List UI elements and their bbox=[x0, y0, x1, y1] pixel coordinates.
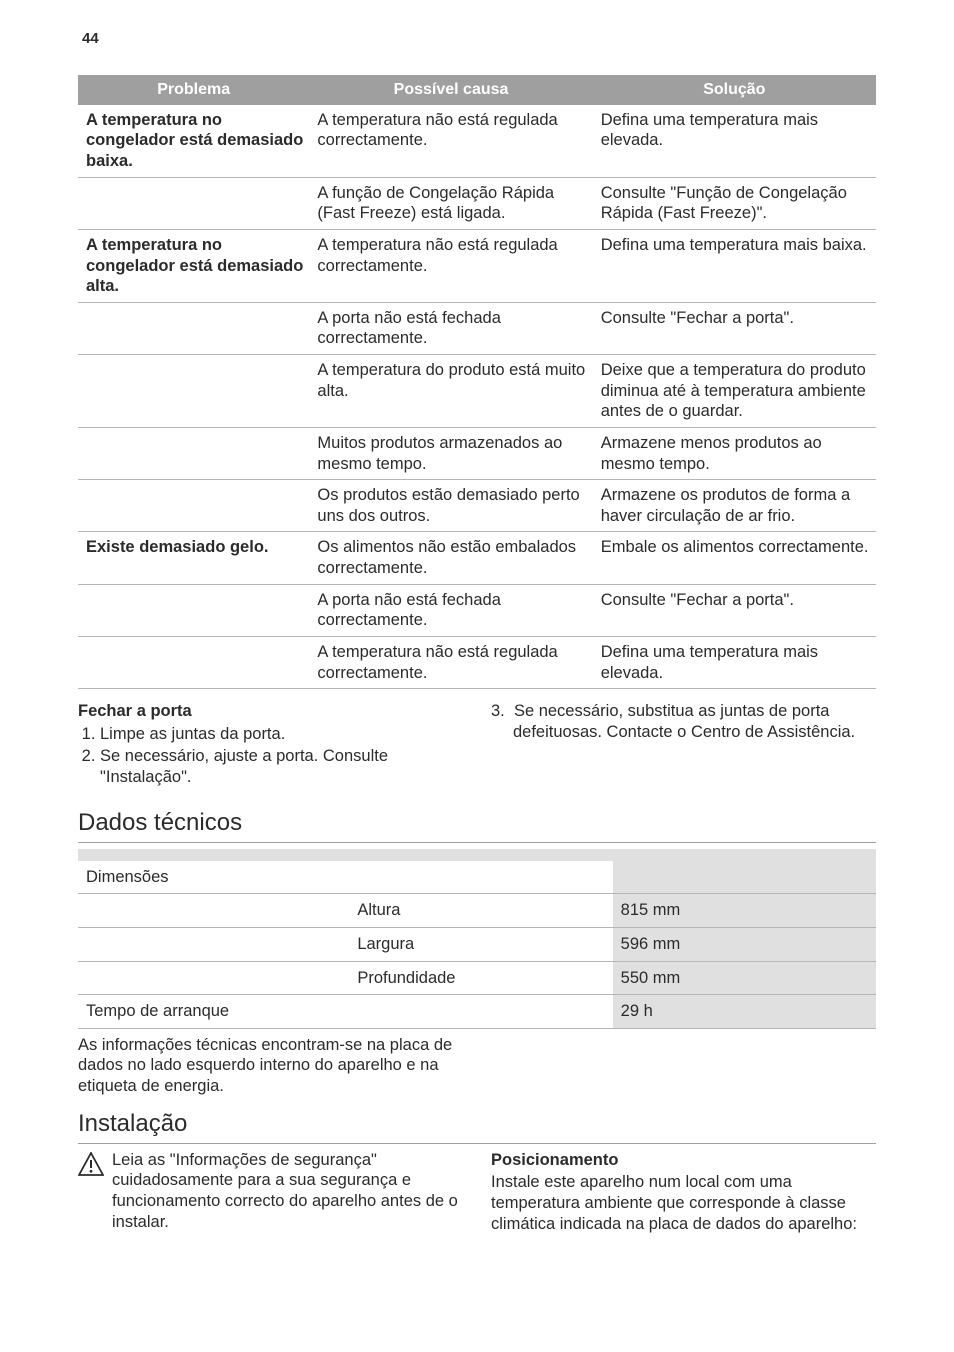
problem-cell bbox=[78, 355, 309, 428]
cause-cell: Os alimentos não estão embalados correct… bbox=[309, 532, 592, 584]
table-row: A temperatura não está regulada correcta… bbox=[78, 636, 876, 688]
table-row: Profundidade 550 mm bbox=[78, 961, 876, 995]
solution-cell: Armazene menos produtos ao mesmo tempo. bbox=[593, 427, 876, 479]
table-header-row: Problema Possível causa Solução bbox=[78, 75, 876, 105]
positioning-title: Posicionamento bbox=[491, 1150, 876, 1171]
list-item: Se necessário, ajuste a porta. Consulte … bbox=[100, 746, 463, 787]
list-number: 3. bbox=[491, 702, 505, 720]
table-row: Muitos produtos armazenados ao mesmo tem… bbox=[78, 427, 876, 479]
cause-cell: A temperatura do produto está muito alta… bbox=[309, 355, 592, 428]
problem-cell bbox=[78, 636, 309, 688]
dimensions-label: Dimensões bbox=[78, 861, 349, 894]
cause-cell: Os produtos estão demasiado perto uns do… bbox=[309, 480, 592, 532]
cause-cell: A função de Congelação Rápida (Fast Free… bbox=[309, 177, 592, 229]
list-item: 3. Se necessário, substitua as juntas de… bbox=[491, 701, 876, 742]
table-row: A porta não está fechada correctamente.C… bbox=[78, 302, 876, 354]
depth-label: Profundidade bbox=[349, 961, 612, 995]
close-door-steps-left: Limpe as juntas da porta. Se necessário,… bbox=[78, 724, 463, 788]
problem-cell bbox=[78, 480, 309, 532]
table-row: Existe demasiado gelo.Os alimentos não e… bbox=[78, 532, 876, 584]
table-row: A função de Congelação Rápida (Fast Free… bbox=[78, 177, 876, 229]
cause-cell: A temperatura não está regulada correcta… bbox=[309, 105, 592, 177]
problem-cell bbox=[78, 177, 309, 229]
table-row: A temperatura no congelador está demasia… bbox=[78, 229, 876, 302]
depth-value: 550 mm bbox=[613, 961, 876, 995]
height-value: 815 mm bbox=[613, 894, 876, 928]
solution-cell: Consulte "Fechar a porta". bbox=[593, 584, 876, 636]
solution-cell: Consulte "Fechar a porta". bbox=[593, 302, 876, 354]
table-row: Tempo de arranque 29 h bbox=[78, 995, 876, 1029]
section-divider bbox=[78, 1143, 876, 1144]
solution-cell: Defina uma temperatura mais baixa. bbox=[593, 229, 876, 302]
tech-data-title: Dados técnicos bbox=[78, 808, 876, 838]
warning-block: Leia as "Informações de segurança" cuida… bbox=[78, 1150, 463, 1233]
table-row: Os produtos estão demasiado perto uns do… bbox=[78, 480, 876, 532]
solution-cell: Defina uma temperatura mais elevada. bbox=[593, 636, 876, 688]
col-header-cause: Possível causa bbox=[309, 75, 592, 105]
table-row: A temperatura no congelador está demasia… bbox=[78, 105, 876, 177]
problem-cell bbox=[78, 584, 309, 636]
startup-label: Tempo de arranque bbox=[78, 995, 349, 1029]
solution-cell: Consulte "Função de Congelação Rápida (F… bbox=[593, 177, 876, 229]
solution-cell: Armazene os produtos de forma a haver ci… bbox=[593, 480, 876, 532]
startup-value: 29 h bbox=[613, 995, 876, 1029]
width-label: Largura bbox=[349, 927, 612, 961]
close-door-steps-right: 3. Se necessário, substitua as juntas de… bbox=[491, 701, 876, 742]
problem-cell: Existe demasiado gelo. bbox=[78, 532, 309, 584]
width-value: 596 mm bbox=[613, 927, 876, 961]
warning-icon bbox=[78, 1152, 104, 1176]
cause-cell: Muitos produtos armazenados ao mesmo tem… bbox=[309, 427, 592, 479]
tech-data-table: Dimensões Altura 815 mm Largura 596 mm P… bbox=[78, 849, 876, 1029]
col-header-solution: Solução bbox=[593, 75, 876, 105]
table-row: Dimensões bbox=[78, 861, 876, 894]
table-row: Altura 815 mm bbox=[78, 894, 876, 928]
table-row: A temperatura do produto está muito alta… bbox=[78, 355, 876, 428]
problem-cell bbox=[78, 302, 309, 354]
close-door-title: Fechar a porta bbox=[78, 701, 463, 722]
close-door-section: Fechar a porta Limpe as juntas da porta.… bbox=[78, 701, 876, 790]
positioning-text: Instale este aparelho num local com uma … bbox=[491, 1172, 876, 1234]
section-divider bbox=[78, 842, 876, 843]
problem-cell: A temperatura no congelador está demasia… bbox=[78, 105, 309, 177]
tech-data-note: As informações técnicas encontram-se na … bbox=[78, 1035, 461, 1097]
table-row bbox=[78, 849, 876, 861]
list-item: Limpe as juntas da porta. bbox=[100, 724, 463, 745]
table-row: Largura 596 mm bbox=[78, 927, 876, 961]
solution-cell: Embale os alimentos correctamente. bbox=[593, 532, 876, 584]
cause-cell: A temperatura não está regulada correcta… bbox=[309, 229, 592, 302]
cause-cell: A temperatura não está regulada correcta… bbox=[309, 636, 592, 688]
install-section: Leia as "Informações de segurança" cuida… bbox=[78, 1150, 876, 1235]
col-header-problem: Problema bbox=[78, 75, 309, 105]
cause-cell: A porta não está fechada correctamente. bbox=[309, 302, 592, 354]
table-row: A porta não está fechada correctamente.C… bbox=[78, 584, 876, 636]
install-title: Instalação bbox=[78, 1109, 876, 1139]
troubleshooting-table: Problema Possível causa Solução A temper… bbox=[78, 75, 876, 689]
solution-cell: Defina uma temperatura mais elevada. bbox=[593, 105, 876, 177]
list-text: Se necessário, substitua as juntas de po… bbox=[513, 702, 855, 741]
problem-cell: A temperatura no congelador está demasia… bbox=[78, 229, 309, 302]
height-label: Altura bbox=[349, 894, 612, 928]
cause-cell: A porta não está fechada correctamente. bbox=[309, 584, 592, 636]
problem-cell bbox=[78, 427, 309, 479]
page-number: 44 bbox=[82, 30, 876, 49]
solution-cell: Deixe que a temperatura do produto dimin… bbox=[593, 355, 876, 428]
warning-text: Leia as "Informações de segurança" cuida… bbox=[112, 1150, 463, 1233]
